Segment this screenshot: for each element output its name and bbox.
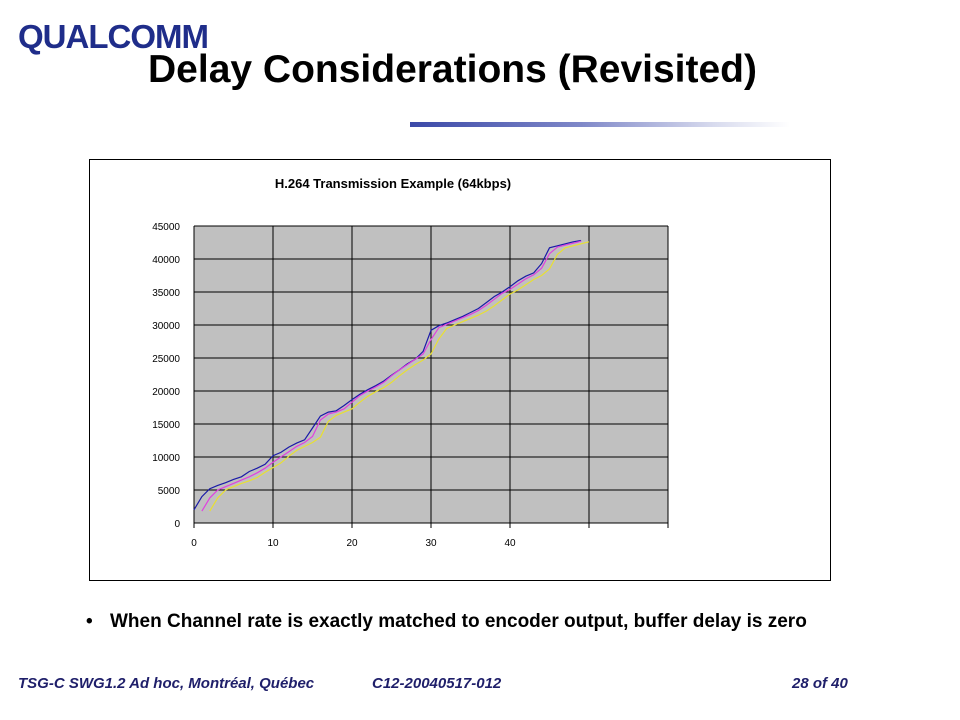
- title-underline: [410, 122, 790, 127]
- footer-doc-id: C12-20040517-012: [372, 675, 502, 692]
- x-tick-label: 20: [346, 538, 358, 549]
- series-line-2: [201, 240, 582, 512]
- bullet-point: • When Channel rate is exactly matched t…: [86, 611, 866, 633]
- bullet-marker: •: [86, 611, 93, 632]
- x-tick-label: 30: [425, 538, 437, 549]
- y-tick-label: 0: [174, 519, 180, 530]
- y-tick-labels: 0 5000 10000 15000 20000 25000 30000 35000 40000…: [152, 222, 180, 530]
- qualcomm-logo: QUALCOMM: [18, 18, 209, 55]
- slide-title: Delay Considerations (Revisited): [148, 48, 757, 91]
- series-line-1: [193, 239, 582, 511]
- chart-title: H.264 Transmission Example (64kbps): [275, 176, 511, 191]
- x-tick-label: 40: [504, 538, 516, 549]
- footer-event: TSG-C SWG1.2 Ad hoc, Montréal, Québec: [18, 675, 315, 692]
- logo-text: QUALCOMM: [18, 18, 208, 55]
- footer-page-number: 28 of 40: [792, 675, 848, 692]
- y-tick-label: 10000: [152, 453, 180, 464]
- x-tick-label: 10: [267, 538, 279, 549]
- bullet-text: When Channel rate is exactly matched to …: [110, 611, 807, 632]
- series-line-3: [209, 241, 590, 512]
- y-tick-label: 45000: [152, 222, 180, 233]
- y-tick-label: 5000: [158, 486, 181, 497]
- y-tick-label: 15000: [152, 420, 180, 431]
- axes: [193, 226, 669, 528]
- chart-frame: H.264 Transmission Example (64kbps) 0 500…: [89, 159, 831, 581]
- y-tick-label: 35000: [152, 288, 180, 299]
- y-tick-label: 20000: [152, 387, 180, 398]
- series-lines: [193, 239, 590, 512]
- x-tick-labels: 0 10 20 30 40: [191, 538, 516, 549]
- y-tick-label: 40000: [152, 255, 180, 266]
- x-tick-label: 0: [191, 538, 197, 549]
- line-chart: H.264 Transmission Example (64kbps) 0 500…: [152, 176, 669, 549]
- gridlines: [194, 225, 669, 523]
- y-tick-label: 30000: [152, 321, 180, 332]
- y-tick-label: 25000: [152, 354, 180, 365]
